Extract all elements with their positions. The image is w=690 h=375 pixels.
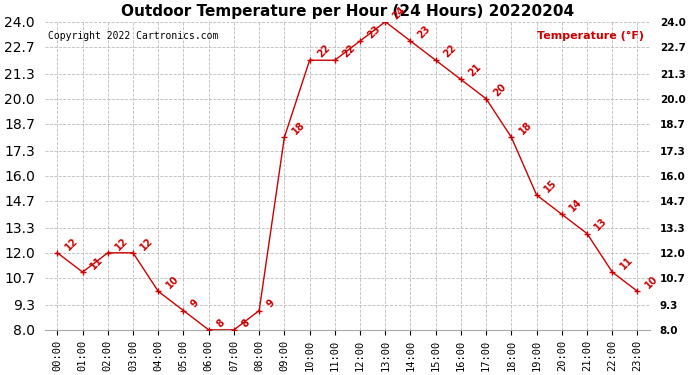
Text: 23: 23 (416, 24, 433, 40)
Text: 11: 11 (88, 255, 105, 271)
Text: 22: 22 (340, 43, 357, 60)
Text: 10: 10 (643, 274, 660, 291)
Text: Temperature (°F): Temperature (°F) (537, 31, 644, 41)
Text: 24: 24 (391, 4, 407, 21)
Text: 12: 12 (113, 236, 130, 252)
Text: 13: 13 (593, 216, 609, 233)
Text: 9: 9 (265, 298, 277, 310)
Text: 21: 21 (466, 62, 483, 79)
Text: 12: 12 (139, 236, 155, 252)
Text: 9: 9 (189, 298, 201, 310)
Text: 8: 8 (239, 317, 251, 329)
Text: 22: 22 (442, 43, 458, 60)
Text: 14: 14 (567, 197, 584, 213)
Text: 8: 8 (215, 317, 226, 329)
Text: 20: 20 (492, 81, 509, 98)
Text: Copyright 2022 Cartronics.com: Copyright 2022 Cartronics.com (48, 31, 218, 41)
Title: Outdoor Temperature per Hour (24 Hours) 20220204: Outdoor Temperature per Hour (24 Hours) … (121, 4, 574, 19)
Text: 12: 12 (63, 236, 79, 252)
Text: 18: 18 (290, 120, 306, 136)
Text: 23: 23 (366, 24, 382, 40)
Text: 10: 10 (164, 274, 181, 291)
Text: 15: 15 (542, 178, 559, 194)
Text: 18: 18 (517, 120, 533, 136)
Text: 11: 11 (618, 255, 634, 271)
Text: 22: 22 (315, 43, 332, 60)
